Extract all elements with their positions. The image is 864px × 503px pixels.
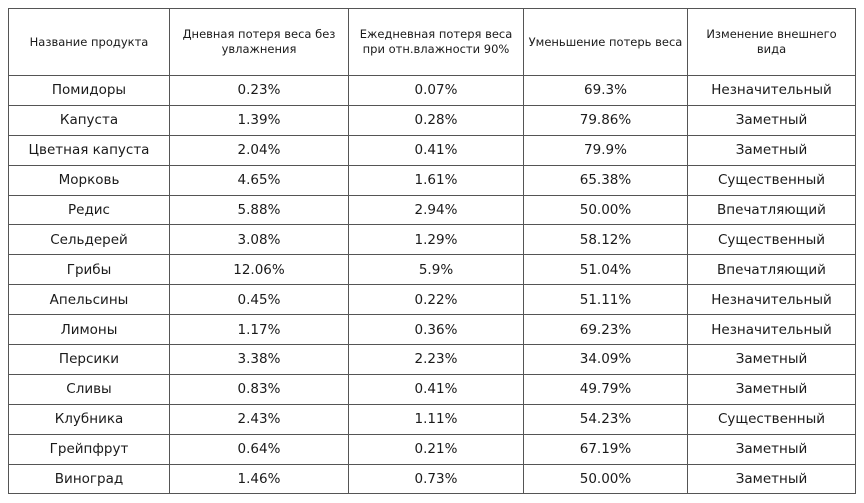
cell-appearance-change: Существенный: [687, 403, 856, 435]
cell-daily-loss-no-humidity: 1.17%: [169, 314, 349, 346]
cell-daily-loss-no-humidity: 2.04%: [169, 134, 349, 166]
cell-loss-reduction: 69.3%: [523, 75, 688, 106]
cell-loss-reduction: 79.86%: [523, 104, 688, 136]
table-body: Помидоры 0.23% 0.07% 69.3% Незначительный Кап…: [8, 75, 856, 495]
cell-daily-loss-no-humidity: 0.45%: [169, 284, 349, 316]
cell-appearance-change: Незначительный: [687, 75, 856, 106]
cell-product-name: Лимоны: [8, 314, 170, 346]
cell-appearance-change: Заметный: [687, 433, 856, 465]
weight-loss-table: Название продукта Дневная потеря веса бе…: [8, 8, 856, 495]
cell-appearance-change: Существенный: [687, 164, 856, 196]
cell-loss-reduction: 50.00%: [523, 194, 688, 226]
cell-product-name: Морковь: [8, 164, 170, 196]
cell-daily-loss-humidity-90: 0.41%: [348, 134, 524, 166]
cell-loss-reduction: 79.9%: [523, 134, 688, 166]
cell-appearance-change: Заметный: [687, 344, 856, 375]
cell-daily-loss-humidity-90: 5.9%: [348, 254, 524, 286]
cell-appearance-change: Заметный: [687, 463, 856, 495]
cell-appearance-change: Незначительный: [687, 284, 856, 316]
table-row: Редис 5.88% 2.94% 50.00% Впечатляющий: [8, 194, 856, 226]
cell-daily-loss-humidity-90: 0.73%: [348, 463, 524, 495]
cell-product-name: Грейпфрут: [8, 433, 170, 465]
cell-daily-loss-no-humidity: 3.38%: [169, 344, 349, 375]
table-row: Грибы 12.06% 5.9% 51.04% Впечатляющий: [8, 254, 856, 286]
cell-daily-loss-humidity-90: 2.23%: [348, 344, 524, 375]
cell-daily-loss-humidity-90: 1.29%: [348, 224, 524, 256]
cell-loss-reduction: 67.19%: [523, 433, 688, 465]
table-row: Грейпфрут 0.64% 0.21% 67.19% Заметный: [8, 433, 856, 465]
header-daily-loss-humidity-90: Ежедневная потеря веса при отн.влажности…: [348, 8, 524, 76]
cell-loss-reduction: 49.79%: [523, 373, 688, 405]
table-row: Персики 3.38% 2.23% 34.09% Заметный: [8, 344, 856, 375]
table-row: Морковь 4.65% 1.61% 65.38% Существенный: [8, 164, 856, 196]
cell-product-name: Помидоры: [8, 75, 170, 106]
table-row: Лимоны 1.17% 0.36% 69.23% Незначительный: [8, 314, 856, 346]
cell-appearance-change: Существенный: [687, 224, 856, 256]
cell-product-name: Апельсины: [8, 284, 170, 316]
cell-product-name: Грибы: [8, 254, 170, 286]
cell-loss-reduction: 54.23%: [523, 403, 688, 435]
cell-appearance-change: Незначительный: [687, 314, 856, 346]
cell-daily-loss-no-humidity: 2.43%: [169, 403, 349, 435]
cell-product-name: Виноград: [8, 463, 170, 495]
cell-appearance-change: Впечатляющий: [687, 254, 856, 286]
cell-daily-loss-humidity-90: 0.28%: [348, 104, 524, 136]
table-row: Помидоры 0.23% 0.07% 69.3% Незначительный: [8, 75, 856, 106]
table-row: Сливы 0.83% 0.41% 49.79% Заметный: [8, 373, 856, 405]
cell-loss-reduction: 50.00%: [523, 463, 688, 495]
cell-daily-loss-humidity-90: 1.61%: [348, 164, 524, 196]
cell-appearance-change: Заметный: [687, 134, 856, 166]
data-table-container: Название продукта Дневная потеря веса бе…: [8, 8, 856, 495]
cell-product-name: Сельдерей: [8, 224, 170, 256]
cell-loss-reduction: 69.23%: [523, 314, 688, 346]
cell-daily-loss-no-humidity: 0.83%: [169, 373, 349, 405]
header-appearance-change: Изменение внешнего вида: [687, 8, 856, 76]
cell-product-name: Персики: [8, 344, 170, 375]
cell-loss-reduction: 58.12%: [523, 224, 688, 256]
cell-daily-loss-no-humidity: 5.88%: [169, 194, 349, 226]
cell-daily-loss-humidity-90: 0.07%: [348, 75, 524, 106]
header-row: Название продукта Дневная потеря веса бе…: [8, 8, 856, 76]
table-row: Виноград 1.46% 0.73% 50.00% Заметный: [8, 463, 856, 495]
cell-daily-loss-humidity-90: 1.11%: [348, 403, 524, 435]
header-product-name: Название продукта: [8, 8, 170, 76]
cell-product-name: Сливы: [8, 373, 170, 405]
table-row: Клубника 2.43% 1.11% 54.23% Существенный: [8, 403, 856, 435]
cell-appearance-change: Заметный: [687, 373, 856, 405]
table-row: Апельсины 0.45% 0.22% 51.11% Незначительный: [8, 284, 856, 316]
header-daily-loss-no-humidity: Дневная потеря веса без увлажнения: [169, 8, 349, 76]
cell-daily-loss-no-humidity: 0.64%: [169, 433, 349, 465]
cell-loss-reduction: 65.38%: [523, 164, 688, 196]
cell-loss-reduction: 34.09%: [523, 344, 688, 375]
table-row: Сельдерей 3.08% 1.29% 58.12% Существенный: [8, 224, 856, 256]
cell-daily-loss-no-humidity: 1.39%: [169, 104, 349, 136]
cell-product-name: Цветная капуста: [8, 134, 170, 166]
cell-appearance-change: Впечатляющий: [687, 194, 856, 226]
cell-daily-loss-humidity-90: 0.22%: [348, 284, 524, 316]
cell-daily-loss-humidity-90: 0.21%: [348, 433, 524, 465]
cell-daily-loss-humidity-90: 2.94%: [348, 194, 524, 226]
cell-loss-reduction: 51.11%: [523, 284, 688, 316]
cell-daily-loss-no-humidity: 12.06%: [169, 254, 349, 286]
cell-appearance-change: Заметный: [687, 104, 856, 136]
table-row: Цветная капуста 2.04% 0.41% 79.9% Заметный: [8, 134, 856, 166]
cell-daily-loss-humidity-90: 0.41%: [348, 373, 524, 405]
cell-daily-loss-no-humidity: 4.65%: [169, 164, 349, 196]
cell-product-name: Клубника: [8, 403, 170, 435]
table-header: Название продукта Дневная потеря веса бе…: [8, 8, 856, 76]
cell-daily-loss-no-humidity: 1.46%: [169, 463, 349, 495]
cell-daily-loss-no-humidity: 0.23%: [169, 75, 349, 106]
cell-daily-loss-no-humidity: 3.08%: [169, 224, 349, 256]
cell-daily-loss-humidity-90: 0.36%: [348, 314, 524, 346]
cell-loss-reduction: 51.04%: [523, 254, 688, 286]
cell-product-name: Капуста: [8, 104, 170, 136]
header-loss-reduction: Уменьшение потерь веса: [523, 8, 688, 76]
table-row: Капуста 1.39% 0.28% 79.86% Заметный: [8, 104, 856, 136]
cell-product-name: Редис: [8, 194, 170, 226]
